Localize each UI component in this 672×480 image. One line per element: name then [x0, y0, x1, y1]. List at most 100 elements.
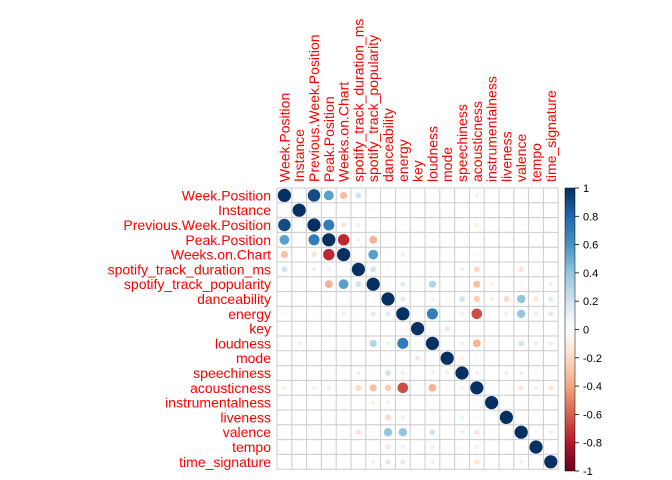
- correlation-circle: [282, 385, 287, 390]
- correlation-circle: [326, 267, 331, 272]
- correlation-circle: [533, 385, 539, 390]
- colorbar-tick-label: 1: [583, 183, 589, 195]
- correlation-circle: [342, 386, 346, 390]
- correlation-circle: [474, 370, 479, 376]
- column-label: Previous.Week.Position: [306, 34, 322, 182]
- correlation-circle: [323, 219, 335, 231]
- row-label: danceability: [197, 291, 271, 307]
- correlation-circle: [400, 415, 405, 420]
- correlation-circle: [459, 415, 465, 420]
- correlation-circle: [308, 234, 320, 246]
- correlation-circle: [324, 280, 333, 289]
- correlation-circle: [400, 444, 405, 450]
- correlation-circle: [297, 282, 301, 286]
- correlation-circle: [282, 430, 286, 434]
- correlation-circle: [401, 193, 405, 197]
- row-label: Weeks.on.Chart: [171, 247, 271, 263]
- correlation-circle: [322, 233, 336, 247]
- correlation-circle: [371, 400, 376, 405]
- correlation-circle: [533, 341, 539, 346]
- correlation-circle: [490, 386, 494, 390]
- correlation-circle: [371, 297, 375, 301]
- correlation-circle: [533, 311, 539, 316]
- correlation-circle: [504, 370, 509, 376]
- correlation-circle: [430, 401, 434, 405]
- correlation-circle: [323, 190, 334, 201]
- correlation-circle: [444, 326, 450, 332]
- correlation-circle: [396, 307, 410, 321]
- correlation-circle: [534, 430, 538, 434]
- correlation-circle: [307, 218, 321, 232]
- column-label: danceability: [380, 108, 396, 182]
- colorbar-tick-label: 0.8: [583, 211, 598, 223]
- correlation-circle: [307, 189, 321, 202]
- correlation-circle: [311, 385, 317, 390]
- correlation-circle: [426, 308, 438, 320]
- correlation-circle: [385, 341, 391, 346]
- correlation-circle: [341, 311, 346, 316]
- correlation-circle: [369, 235, 378, 244]
- colorbar-tick-label: 0: [583, 325, 589, 337]
- correlation-circle: [548, 296, 554, 302]
- correlation-circle: [489, 296, 494, 302]
- row-label: tempo: [232, 439, 271, 455]
- correlation-circle: [499, 410, 513, 424]
- correlation-circle: [548, 430, 553, 435]
- correlation-circle: [371, 371, 375, 375]
- column-label: Peak.Position: [321, 96, 337, 182]
- correlation-circle: [459, 267, 465, 272]
- colorbar-tick-label: -1: [583, 466, 593, 478]
- correlation-circle: [473, 295, 481, 303]
- correlation-circle: [397, 337, 409, 349]
- correlation-circle: [490, 430, 494, 434]
- correlation-circle: [425, 336, 439, 350]
- colorbar-tick-label: -0.6: [583, 409, 602, 421]
- correlation-circle: [549, 371, 553, 375]
- correlation-circle: [383, 428, 393, 437]
- correlation-circle: [474, 222, 479, 228]
- correlation-circle: [416, 312, 420, 316]
- row-label: loudness: [215, 335, 271, 351]
- correlation-circle: [326, 385, 331, 390]
- correlation-circle: [519, 193, 523, 197]
- row-label: instrumentalness: [165, 395, 271, 411]
- column-label: liveness: [498, 131, 514, 182]
- correlation-circle: [381, 292, 395, 306]
- correlation-circle: [366, 277, 380, 291]
- correlation-circle: [518, 385, 524, 391]
- correlation-circle: [338, 279, 349, 290]
- correlation-circle: [517, 309, 526, 318]
- row-label: Previous.Week.Position: [123, 217, 271, 233]
- column-label: key: [410, 160, 426, 182]
- correlation-circle: [385, 459, 391, 465]
- correlation-circle: [312, 312, 316, 316]
- correlation-circle: [504, 311, 509, 316]
- correlation-circle: [398, 428, 407, 437]
- correlation-circle: [445, 297, 449, 301]
- correlation-circle: [430, 370, 435, 376]
- correlation-circle: [445, 370, 450, 376]
- correlation-circle: [370, 266, 377, 273]
- colorbar-tick-label: 0.2: [583, 296, 598, 308]
- correlation-circle: [355, 281, 362, 288]
- correlation-circle: [386, 267, 390, 271]
- correlation-circle: [473, 280, 481, 288]
- correlation-circle: [277, 188, 291, 202]
- correlation-circle: [474, 193, 479, 198]
- correlation-circle: [504, 386, 508, 390]
- colorbar-tick-label: 0.4: [583, 268, 598, 280]
- correlation-circle: [327, 297, 331, 301]
- correlation-circle: [401, 223, 405, 227]
- correlation-circle: [519, 370, 524, 376]
- colorbar: [564, 187, 576, 472]
- correlation-circle: [514, 425, 528, 439]
- correlation-circle: [280, 250, 289, 259]
- row-label: Instance: [218, 202, 271, 218]
- correlation-circle: [386, 282, 390, 286]
- row-labels: Week.PositionInstancePrevious.Week.Posit…: [108, 187, 272, 469]
- correlation-circle: [327, 312, 331, 316]
- colorbar-ticks: 1 0.8 0.6 0.4 0.2 0 -0.2 -0.4 -0.6 -0.8 -1: [575, 183, 602, 478]
- correlation-circle: [472, 339, 481, 348]
- column-label: time_signature: [543, 90, 559, 182]
